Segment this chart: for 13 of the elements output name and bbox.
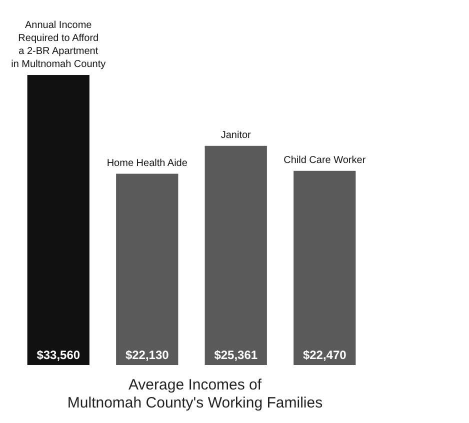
x-axis-title: Average Incomes of Multnomah County's Working Families	[67, 376, 323, 412]
bar	[204, 146, 267, 365]
x-tick-label: Child Care Worker	[284, 154, 366, 166]
x-tick-label: Annual Income Required to Afford a 2-BR Apartment in Multnomah County	[11, 20, 106, 70]
data-label: $22,470	[302, 348, 347, 362]
bar	[27, 75, 90, 365]
data-label: $22,130	[125, 348, 170, 362]
data-label: $33,560	[36, 348, 80, 362]
bar	[294, 170, 356, 365]
x-tick-label: Home Health Aide	[106, 158, 188, 169]
x-tick-label: Janitor	[220, 130, 252, 141]
bar	[116, 174, 178, 365]
data-label: $25,361	[214, 348, 258, 362]
